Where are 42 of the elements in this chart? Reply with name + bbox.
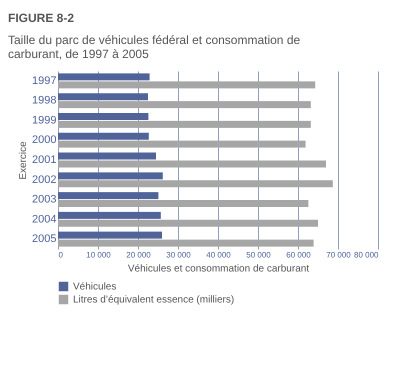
bar — [58, 81, 316, 88]
y-tick-label: 2004 — [32, 213, 56, 226]
bar — [58, 140, 306, 148]
y-tick-label: 2003 — [32, 194, 56, 206]
bar — [58, 200, 308, 208]
x-axis-title: Véhicules et consommation de carburant — [128, 264, 310, 274]
bar — [58, 232, 162, 239]
x-tick-label: 0 — [58, 250, 64, 260]
y-axis-title: Exercice — [18, 140, 30, 180]
y-tick-label: 2002 — [32, 174, 56, 186]
legend-label: Véhicules — [73, 282, 116, 292]
chart-subtitle: Taille du parc de véhicules fédéral et consommation de carburant, de 1997 à 2005 — [8, 33, 300, 61]
bar — [58, 132, 149, 140]
x-tick-label: 80 000 — [354, 250, 380, 260]
y-tick-label: 2000 — [32, 134, 56, 146]
bar — [58, 180, 333, 188]
x-tick-label: 10 000 — [86, 250, 112, 260]
x-tick-label: 60 000 — [286, 250, 312, 260]
bar — [58, 120, 311, 128]
x-tick-label: 70 000 — [326, 250, 352, 260]
bar — [58, 192, 158, 200]
bar — [58, 152, 156, 160]
bar — [58, 220, 318, 227]
bar — [58, 93, 148, 100]
bar — [58, 73, 150, 80]
bar — [58, 101, 311, 108]
y-tick-label: 2005 — [32, 233, 56, 246]
y-tick-label: 1998 — [32, 94, 56, 107]
x-tick-label: 50 000 — [246, 250, 272, 260]
bar — [58, 212, 161, 219]
chart-title: FIGURE 8-2 — [8, 11, 74, 25]
x-tick-label: 40 000 — [206, 250, 232, 260]
bar — [58, 172, 163, 180]
x-tick-label: 20 000 — [126, 250, 152, 260]
bar — [58, 112, 148, 120]
y-tick-label: 1997 — [32, 74, 56, 87]
bar — [58, 160, 326, 168]
legend-label: Litres d’équivalent essence (milliers) — [73, 294, 234, 306]
y-tick-label: 1999 — [32, 114, 56, 126]
x-tick-label: 30 000 — [166, 250, 192, 260]
bar — [58, 240, 314, 247]
y-tick-label: 2001 — [32, 154, 56, 166]
